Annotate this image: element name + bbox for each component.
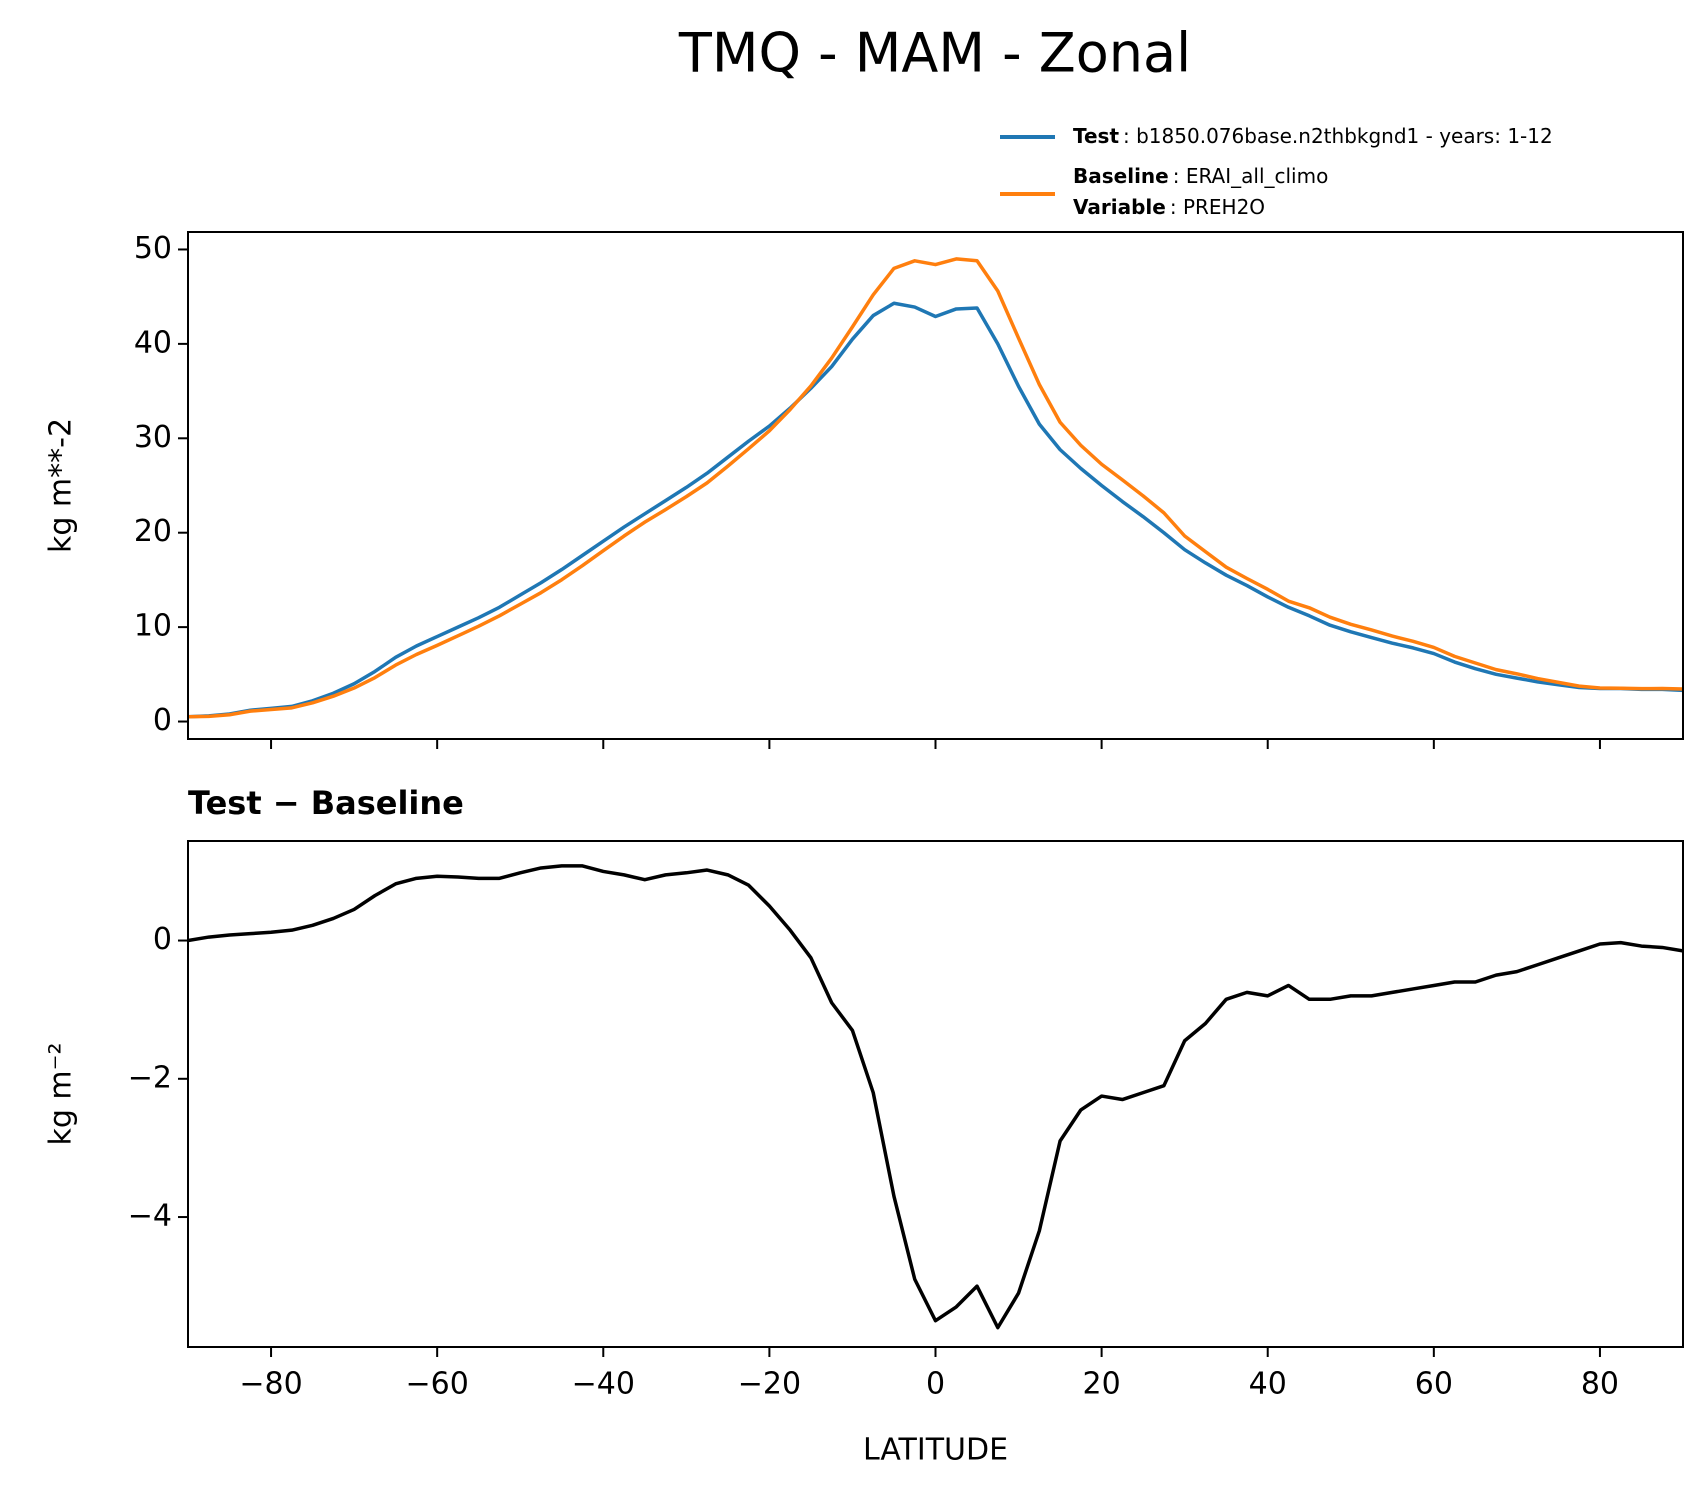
legend-description: : ERAI_all_climo: [1173, 164, 1329, 188]
x-tick-label: 60: [1415, 1367, 1453, 1402]
data-line: [188, 864, 1683, 1330]
x-tick-label: 0: [926, 1367, 945, 1402]
legend-label: Test: b1850.076base.n2thbkgnd1 - years: …: [1073, 124, 1553, 148]
subplot-title: Test − Baseline: [188, 784, 464, 822]
legend-label: Baseline: ERAI_all_climo: [1073, 164, 1328, 188]
y-axis-label: kg m**-2: [44, 418, 79, 553]
y-tick-label: 20: [134, 514, 172, 549]
axes-frame: [187, 231, 1684, 740]
x-tick-label: −20: [738, 1367, 801, 1402]
y-tick-label: −4: [128, 1199, 172, 1234]
chart-title: TMQ - MAM - Zonal: [678, 22, 1191, 85]
y-axis-label: kg m⁻²: [44, 1042, 79, 1145]
x-axis-label: LATITUDE: [863, 1433, 1008, 1468]
y-tick-label: −2: [128, 1060, 172, 1095]
axes-frame: [187, 840, 1684, 1348]
y-tick-label: 30: [134, 420, 172, 455]
x-tick-label: 80: [1581, 1367, 1619, 1402]
x-tick-label: 20: [1083, 1367, 1121, 1402]
x-tick-label: −60: [406, 1367, 469, 1402]
legend-description: : b1850.076base.n2thbkgnd1 - years: 1-12: [1123, 124, 1553, 148]
data-line: [188, 301, 1683, 719]
data-line: [188, 257, 1683, 719]
y-tick-label: 10: [134, 609, 172, 644]
legend-name: Test: [1073, 124, 1119, 148]
x-tick-label: 40: [1249, 1367, 1287, 1402]
legend-description: : PREH2O: [1170, 195, 1265, 219]
legend-name: Baseline: [1073, 164, 1169, 188]
y-tick-label: 40: [134, 325, 172, 360]
legend-name: Variable: [1073, 195, 1166, 219]
y-tick-label: 50: [134, 231, 172, 266]
x-tick-label: −40: [572, 1367, 635, 1402]
y-tick-label: 0: [153, 922, 172, 957]
x-tick-label: −80: [239, 1367, 302, 1402]
y-tick-label: 0: [153, 703, 172, 738]
legend-label: Variable: PREH2O: [1073, 195, 1265, 219]
